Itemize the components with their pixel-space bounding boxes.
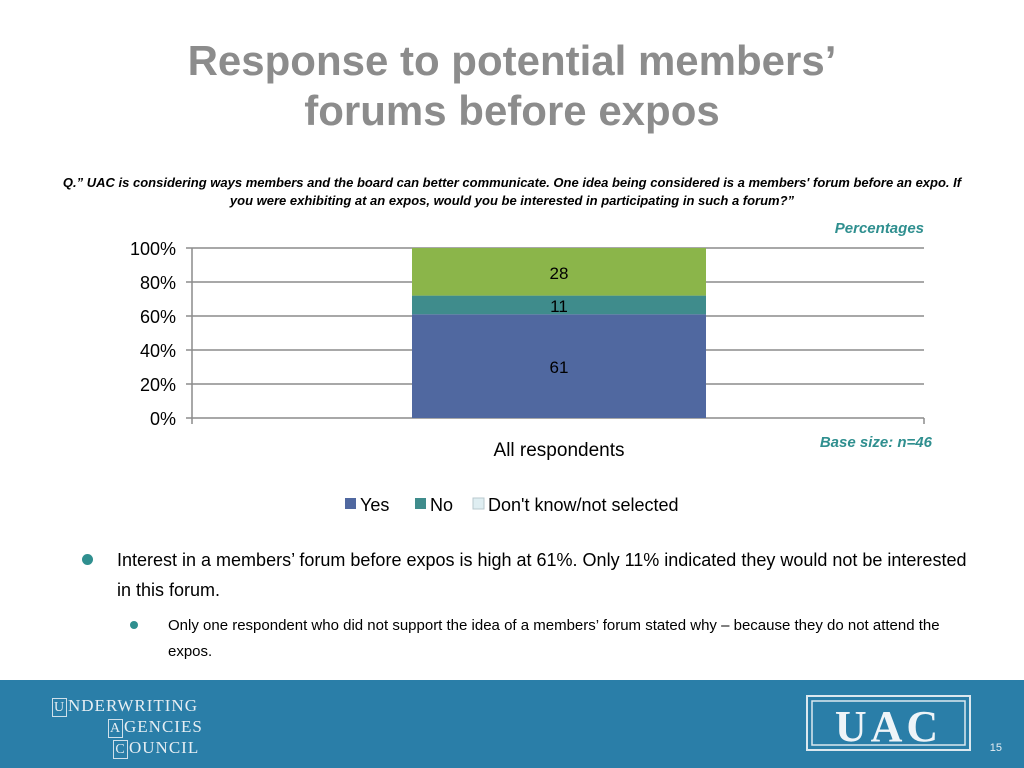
title-line-2: forums before expos [304, 87, 720, 134]
legend-swatch [472, 497, 485, 510]
org-wordmark: U NDERWRITING A GENCIES C OUNCIL [52, 696, 203, 759]
legend-label: Don't know/not selected [488, 495, 679, 515]
logo-text: UAC [835, 702, 942, 751]
org-row-2: A GENCIES [52, 717, 203, 738]
y-tick-label: 60% [140, 307, 176, 327]
uac-logo: UAC [806, 695, 971, 751]
title-line-1: Response to potential members’ [187, 37, 837, 84]
org-initial-a: A [108, 719, 123, 738]
sub-bullet-dot-icon [130, 621, 138, 629]
y-tick-label: 40% [140, 341, 176, 361]
data-label: 61 [550, 358, 569, 377]
legend-swatch [345, 498, 356, 509]
legend-label: No [430, 495, 453, 515]
bullet-list: Interest in a members’ forum before expo… [80, 545, 980, 665]
org-initial-c: C [113, 740, 128, 759]
org-row-3: C OUNCIL [52, 738, 203, 759]
org-row-1: U NDERWRITING [52, 696, 203, 717]
y-tick-label: 20% [140, 375, 176, 395]
y-tick-label: 0% [150, 409, 176, 429]
base-size-note: Base size: n=46 [819, 434, 932, 451]
bullet-sub-text: Only one respondent who did not support … [168, 617, 940, 660]
bullet-main-text: Interest in a members’ forum before expo… [117, 550, 967, 600]
org-word-3: OUNCIL [129, 738, 200, 757]
bullet-sub: Only one respondent who did not support … [80, 613, 980, 665]
bullet-dot-icon [82, 554, 93, 565]
page-number: 15 [989, 742, 1002, 754]
slide-title: Response to potential members’ forums be… [0, 36, 1024, 136]
bar-segment-2 [412, 248, 706, 296]
legend-label: Yes [360, 495, 389, 515]
footer-bar: U NDERWRITING A GENCIES C OUNCIL UAC 15 [0, 680, 1024, 768]
legend-swatch [415, 498, 426, 509]
bullet-main: Interest in a members’ forum before expo… [80, 545, 980, 605]
survey-question: Q.” UAC is considering ways members and … [62, 175, 962, 208]
bar-segment-0 [412, 314, 706, 418]
x-category-label: All respondents [494, 440, 625, 461]
y-tick-label: 100% [130, 239, 176, 259]
y-tick-label: 80% [140, 273, 176, 293]
data-label: 28 [550, 264, 569, 283]
org-word-2: GENCIES [124, 717, 203, 736]
bar-segment-1 [412, 295, 706, 315]
stacked-bar-chart: 0% 20% 40% 60% 80% 100% 61 11 28 All respondents Y… [130, 239, 925, 515]
org-word-1: NDERWRITING [68, 696, 198, 715]
org-initial-u: U [52, 698, 67, 717]
data-label: 11 [550, 297, 568, 316]
units-note: Percentages [834, 220, 924, 237]
